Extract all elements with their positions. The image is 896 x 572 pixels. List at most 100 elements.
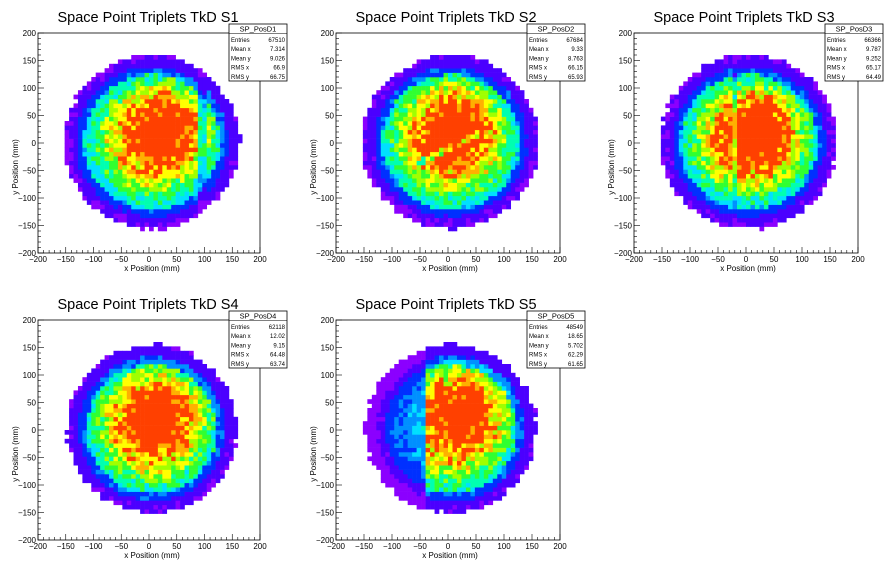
heatmap-cell	[394, 151, 400, 157]
heatmap-cell	[701, 182, 706, 188]
y-tick-label: 200	[321, 29, 335, 38]
heatmap-cell	[515, 165, 520, 170]
heatmap-cell	[817, 125, 823, 131]
heatmap-cell	[135, 138, 141, 144]
heatmap-cell	[524, 156, 529, 161]
heatmap-cell	[215, 107, 221, 113]
heatmap-cell	[813, 156, 818, 161]
heatmap-cell	[710, 165, 715, 170]
heatmap-cell	[184, 368, 190, 374]
heatmap-cell	[710, 112, 715, 117]
heatmap-cell	[772, 116, 778, 122]
heatmap-cell	[166, 72, 172, 78]
heatmap-cell	[723, 129, 729, 135]
heatmap-cell	[723, 121, 729, 126]
heatmap-cell	[122, 381, 128, 387]
stats-row-value: 65.93	[568, 75, 584, 81]
heatmap-cell	[171, 112, 176, 117]
heatmap-cell	[162, 447, 168, 453]
heatmap-cell	[202, 125, 208, 131]
heatmap-cell	[439, 121, 444, 126]
heatmap-cell	[82, 195, 88, 201]
heatmap-cell	[162, 412, 168, 418]
heatmap-cell	[750, 151, 756, 157]
heatmap-cell	[434, 138, 440, 144]
heatmap-cell	[669, 151, 675, 157]
heatmap-cell	[443, 121, 449, 126]
heatmap-cell	[144, 200, 150, 205]
heatmap-cell	[86, 116, 92, 122]
heatmap-cell	[166, 456, 172, 462]
heatmap-cell	[77, 160, 83, 166]
heatmap-cell	[149, 204, 154, 210]
heatmap-cell	[149, 187, 154, 192]
heatmap-cell	[483, 195, 489, 201]
heatmap-cell	[122, 129, 128, 135]
heatmap-cell	[122, 90, 128, 95]
heatmap-cell	[180, 138, 185, 144]
heatmap-cell	[131, 452, 136, 457]
heatmap-cell	[416, 103, 422, 109]
heatmap-cell	[781, 63, 787, 69]
heatmap-cell	[188, 191, 194, 197]
heatmap-cell	[82, 134, 88, 139]
heatmap-cell	[95, 434, 101, 440]
heatmap-cell	[135, 452, 141, 457]
heatmap-cell	[109, 496, 114, 501]
heatmap-cell	[687, 200, 693, 205]
heatmap-cell	[479, 204, 485, 210]
heatmap-cell	[193, 460, 199, 466]
heatmap-cell	[215, 121, 221, 126]
stats-row-value: 66.15	[568, 66, 584, 72]
heatmap-cell	[723, 169, 729, 175]
heatmap-cell	[131, 151, 136, 157]
heatmap-cell	[452, 182, 458, 188]
heatmap-cell	[131, 482, 136, 488]
heatmap-cell	[719, 191, 724, 197]
heatmap-cell	[162, 195, 168, 201]
heatmap-cell	[180, 438, 185, 444]
heatmap-cell	[104, 72, 110, 78]
heatmap-cell	[430, 112, 435, 117]
heatmap-cell	[479, 103, 485, 109]
heatmap-cell	[113, 443, 119, 448]
heatmap-cell	[126, 94, 132, 100]
heatmap-cell	[171, 443, 176, 448]
heatmap-cell	[790, 94, 796, 100]
heatmap-cell	[95, 412, 101, 418]
x-tick-label: 100	[497, 255, 511, 264]
heatmap-cell	[817, 121, 823, 126]
heatmap-cell	[77, 399, 83, 404]
heatmap-cell	[434, 213, 440, 219]
heatmap-cell	[403, 81, 408, 87]
heatmap-cell	[795, 72, 801, 78]
heatmap-cell	[470, 156, 476, 161]
heatmap-cell	[193, 408, 199, 413]
heatmap-cell	[149, 226, 154, 232]
heatmap-cell	[131, 147, 136, 153]
heatmap-cell	[104, 94, 110, 100]
heatmap-cell	[184, 381, 190, 387]
heatmap-cell	[140, 403, 145, 409]
heatmap-cell	[831, 147, 836, 153]
heatmap-cell	[710, 99, 715, 104]
heatmap-cell	[197, 487, 203, 492]
heatmap-cell	[817, 160, 823, 166]
heatmap-cell	[157, 63, 163, 69]
stats-row-label: Entries	[529, 38, 548, 44]
heatmap-cell	[501, 138, 507, 144]
heatmap-cell	[166, 138, 172, 144]
heatmap-cell	[781, 204, 787, 210]
heatmap-cell	[394, 160, 400, 166]
heatmap-cell	[371, 125, 377, 131]
heatmap-cell	[443, 125, 449, 131]
heatmap-cell	[220, 182, 225, 188]
heatmap-cell	[153, 482, 159, 488]
heatmap-cell	[714, 151, 720, 157]
heatmap-cell	[117, 403, 123, 409]
heatmap-cell	[790, 169, 796, 175]
heatmap-cell	[104, 129, 110, 135]
heatmap-cell	[180, 350, 185, 356]
heatmap-cell	[506, 99, 512, 104]
heatmap-cell	[197, 134, 203, 139]
